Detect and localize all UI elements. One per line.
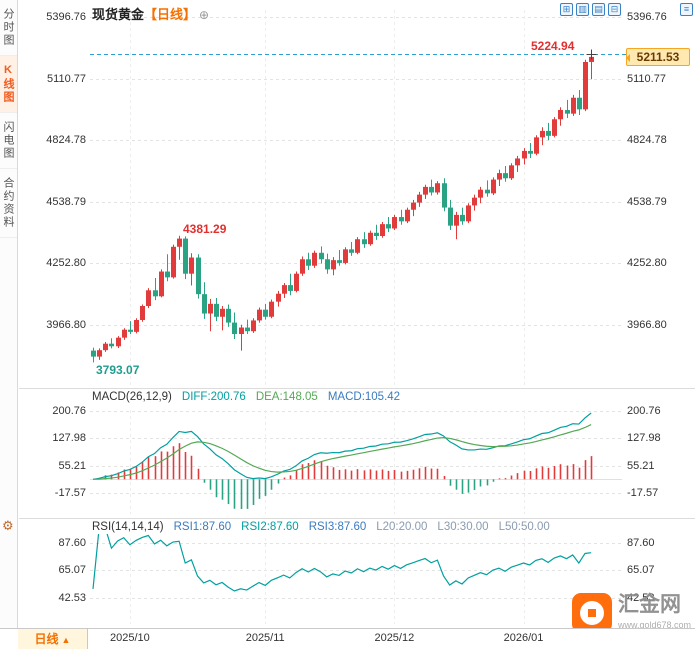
kline-style-icon[interactable]: ▥ bbox=[576, 3, 589, 16]
indicator-value-label: DEA:148.05 bbox=[255, 391, 318, 403]
start-low-annotation: 3793.07 bbox=[96, 363, 140, 377]
sidebar-item-contract-info[interactable]: 合约资料 bbox=[0, 169, 17, 238]
period-label: 【日线】 bbox=[144, 7, 197, 22]
october-peak-annotation: 4381.29 bbox=[183, 222, 227, 236]
symbol-name: 现货黄金 bbox=[92, 7, 145, 22]
indicator-value-label: L50:50.00 bbox=[498, 521, 550, 533]
tab-daily[interactable]: 日线 ▲ bbox=[18, 629, 88, 649]
chart-title: 现货黄金【日线】 ⊕ bbox=[92, 4, 209, 23]
watermark-url: www.gold678.com bbox=[618, 620, 692, 630]
indicator-value-label: L20:20.00 bbox=[376, 521, 428, 533]
indicator-value-label: L30:30.00 bbox=[437, 521, 489, 533]
panel-divider bbox=[19, 518, 695, 519]
indicator-value-label: MACD:105.42 bbox=[327, 391, 401, 403]
sidebar-item-time-sharing[interactable]: 分时图 bbox=[0, 0, 17, 56]
indicator-value-label: DIFF:200.76 bbox=[181, 391, 246, 403]
last-price-tag: 5211.53 bbox=[626, 48, 690, 66]
high-price-annotation: 5224.94 bbox=[531, 39, 575, 53]
x-axis-label: 2025/10 bbox=[110, 632, 150, 644]
chart-settings-icon[interactable]: ⊟ bbox=[608, 3, 621, 16]
indicator-settings-gear-icon[interactable]: ⚙ bbox=[2, 518, 14, 533]
sidebar-item-kline[interactable]: K线图 bbox=[0, 56, 17, 113]
rsi-indicator-header: RSI(14,14,14) RSI1:87.60 RSI2:87.60 RSI3:87… bbox=[92, 521, 560, 533]
watermark-logo: 汇金网 www.gold678.com bbox=[572, 593, 691, 633]
add-indicator-icon[interactable]: ⊕ bbox=[199, 8, 210, 22]
watermark-text: 汇金网 www.gold678.com bbox=[618, 593, 691, 630]
sidebar-item-lightning[interactable]: 闪电图 bbox=[0, 113, 17, 169]
indicator-value-label: RSI2:87.60 bbox=[241, 521, 299, 533]
x-axis-label: 2026/01 bbox=[503, 632, 544, 644]
indicator-value-label: RSI3:87.60 bbox=[308, 521, 367, 533]
x-axis-label: 2025/12 bbox=[374, 632, 415, 644]
watermark-name: 汇金网 bbox=[618, 593, 681, 616]
indicator-value-label: RSI(14,14,14) bbox=[92, 521, 164, 533]
indicator-value-label: MACD(26,12,9) bbox=[92, 391, 172, 403]
layout-grid-icon[interactable]: ⊞ bbox=[560, 3, 573, 16]
sidebar: 分时图 K线图 闪电图 合约资料 bbox=[0, 0, 18, 649]
bottom-bar: 日线 ▲ 2025/10 2025/11 2025/12 2026/01 bbox=[0, 628, 695, 649]
chevron-up-icon: ▲ bbox=[61, 635, 71, 645]
chart-toolbar: ⊞ ▥ ▤ ⊟ bbox=[560, 3, 621, 16]
tab-daily-label: 日线 bbox=[34, 632, 59, 646]
huijin-coin-logo-icon bbox=[572, 593, 612, 633]
indicator-panel-icon[interactable]: ▤ bbox=[592, 3, 605, 16]
menu-icon[interactable]: ≡ bbox=[680, 3, 693, 16]
x-axis-label: 2025/11 bbox=[245, 632, 285, 644]
macd-indicator-header: MACD(26,12,9) DIFF:200.76 DEA:148.05 MACD:1… bbox=[92, 391, 410, 403]
panel-divider bbox=[19, 388, 695, 389]
indicator-value-label: RSI1:87.60 bbox=[173, 521, 232, 533]
